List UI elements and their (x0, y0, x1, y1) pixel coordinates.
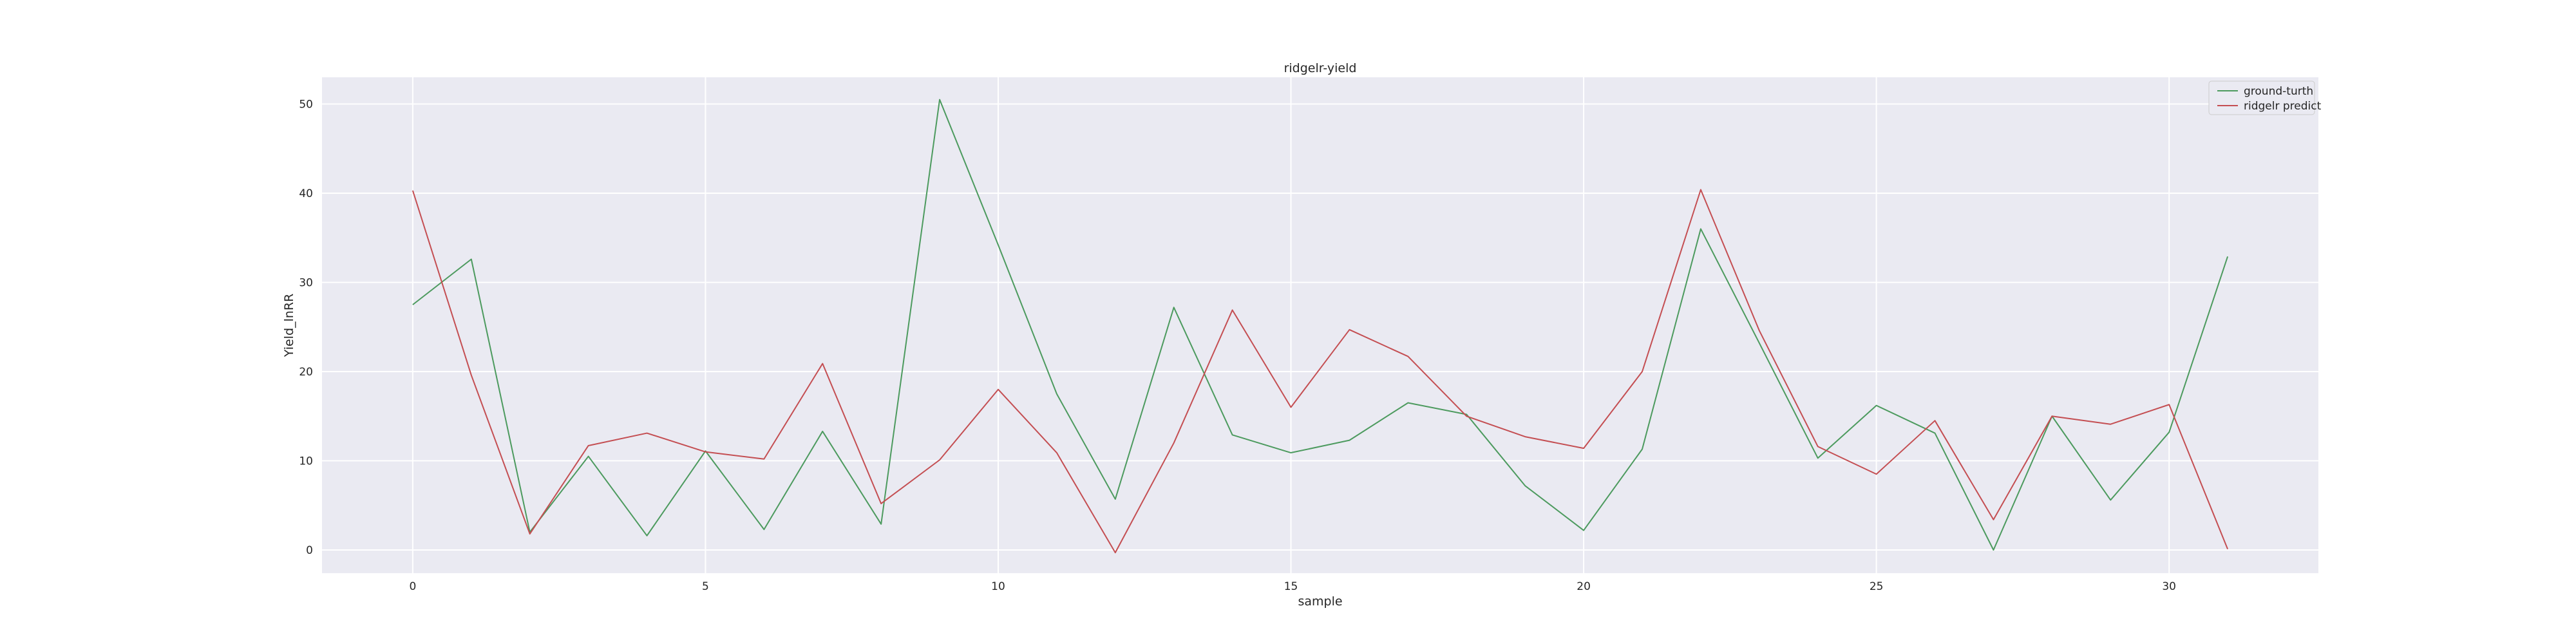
x-tick-label: 20 (1577, 580, 1591, 593)
x-tick-label: 10 (991, 580, 1005, 593)
series-lines (412, 99, 2229, 554)
series-line-ridgelr-predict (412, 189, 2229, 554)
y-tick-label: 10 (299, 455, 313, 468)
plot-area (322, 77, 2318, 573)
y-tick-label: 50 (299, 99, 313, 111)
x-tick-labels: 0 5 10 15 20 25 30 (409, 580, 2176, 593)
legend-label-ground-turth: ground-turth (2244, 85, 2313, 98)
y-tick-label: 40 (299, 187, 313, 200)
series-line-ground-turth (412, 99, 2229, 551)
y-tick-labels: 0 10 20 30 40 50 (299, 99, 313, 557)
y-axis-label: Yield_lnRR (282, 294, 296, 357)
x-tick-label: 0 (409, 580, 416, 593)
chart-title: ridgelr-yield (1284, 61, 1357, 75)
x-axis-label: sample (1298, 594, 1342, 609)
x-tick-label: 5 (702, 580, 709, 593)
y-tick-label: 0 (306, 544, 313, 557)
y-tick-label: 30 (299, 277, 313, 290)
y-tick-label: 20 (299, 366, 313, 379)
grid (322, 77, 2318, 573)
x-tick-label: 15 (1284, 580, 1298, 593)
legend-label-ridgelr-predict: ridgelr predict (2244, 100, 2322, 113)
x-tick-label: 30 (2162, 580, 2176, 593)
x-tick-label: 25 (1870, 580, 1884, 593)
legend: ground-turth ridgelr predict (2208, 80, 2322, 115)
